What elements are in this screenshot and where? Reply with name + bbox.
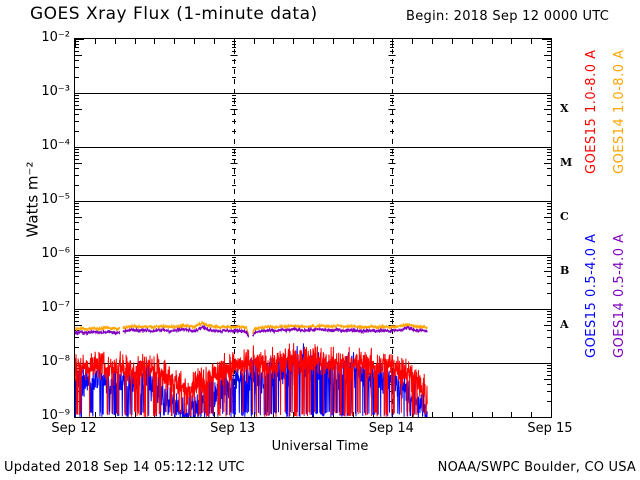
- credit-label: NOAA/SWPC Boulder, CO USA: [437, 460, 636, 475]
- legend-label-goes14-0540: GOES14 0.5-4.0 A: [612, 233, 627, 358]
- chart-plot-area: [74, 38, 552, 418]
- updated-timestamp: Updated 2018 Sep 14 05:12:12 UTC: [4, 460, 245, 475]
- begin-time-label: Begin: 2018 Sep 12 0000 UTC: [406, 9, 610, 24]
- xray-flux-series-svg: [75, 39, 551, 417]
- legend-label-goes15-0540: GOES15 0.5-4.0 A: [584, 233, 599, 358]
- x-tick-label: Sep 15: [527, 421, 573, 436]
- flare-class-label-c: C: [560, 210, 569, 224]
- y-tick-label: 10⁻⁸: [41, 354, 70, 369]
- chart-canvas: [75, 39, 551, 417]
- y-tick-label: 10⁻⁴: [41, 138, 70, 153]
- y-tick-label: 10⁻⁶: [41, 246, 70, 261]
- y-tick-label: 10⁻⁷: [41, 300, 70, 315]
- legend-label-goes15-1080: GOES15 1.0-8.0 A: [584, 49, 599, 175]
- y-tick-label: 10⁻⁹: [41, 408, 70, 423]
- y-tick-label: 10⁻³: [41, 84, 70, 99]
- flare-class-label-m: M: [560, 156, 573, 170]
- x-tick-label: Sep 14: [368, 421, 414, 436]
- flare-class-label-a: A: [560, 318, 569, 332]
- y-tick-label: 10⁻⁵: [41, 192, 70, 207]
- page-title: GOES Xray Flux (1-minute data): [30, 4, 318, 24]
- y-tick-label: 10⁻²: [41, 30, 70, 45]
- x-tick-label: Sep 13: [210, 421, 256, 436]
- x-tick-label: Sep 12: [51, 421, 97, 436]
- legend-label-goes14-1080: GOES14 1.0-8.0 A: [612, 49, 627, 175]
- flare-class-label-b: B: [560, 264, 570, 278]
- x-axis-label: Universal Time: [271, 439, 369, 454]
- flare-class-label-x: X: [560, 102, 569, 116]
